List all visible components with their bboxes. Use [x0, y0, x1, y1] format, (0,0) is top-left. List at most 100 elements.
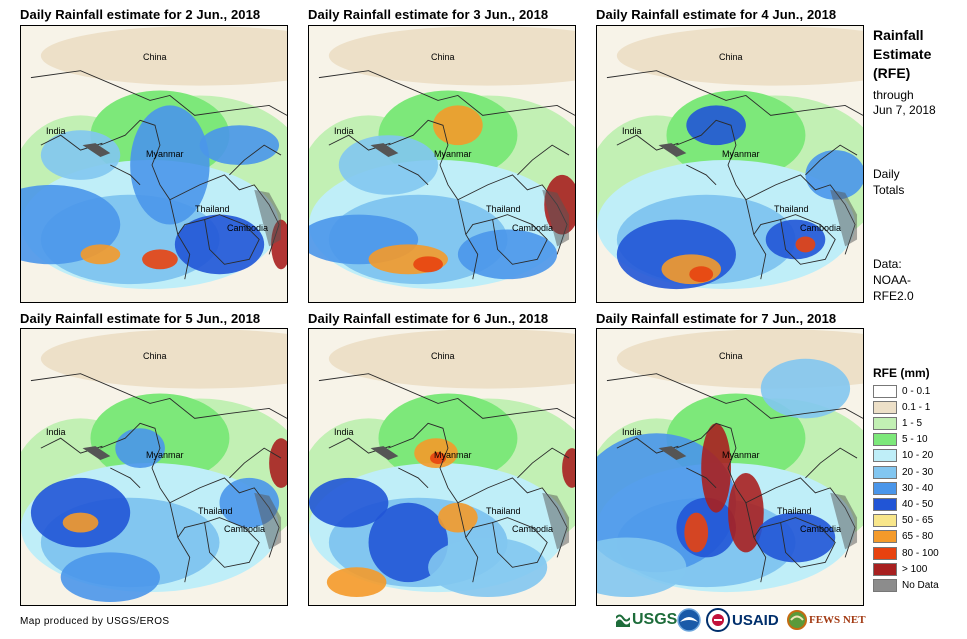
label-thailand: Thailand: [486, 204, 521, 214]
rainfall-field: [309, 26, 575, 302]
legend-label: 20 - 30: [902, 466, 934, 478]
legend-label: 50 - 65: [902, 515, 934, 527]
label-china: China: [143, 351, 167, 361]
legend-label: 1 - 5: [902, 417, 923, 429]
side-title-line3: (RFE): [873, 65, 911, 81]
legend-swatch: [873, 530, 897, 544]
legend-item: 30 - 40: [873, 480, 933, 496]
label-india: India: [46, 126, 66, 136]
label-india: India: [622, 427, 642, 437]
legend-swatch: [873, 514, 897, 528]
panel-title-jun2: Daily Rainfall estimate for 2 Jun., 2018: [20, 7, 261, 22]
rainfall-field: [21, 26, 287, 302]
legend-label: 0.1 - 1: [902, 401, 931, 413]
label-thailand: Thailand: [486, 506, 521, 516]
usgs-logo: USGS: [615, 607, 678, 633]
label-thailand: Thailand: [195, 204, 230, 214]
legend-swatch: [873, 384, 897, 398]
legend-label: 10 - 20: [902, 450, 934, 462]
legend-label: 80 - 100: [902, 547, 939, 559]
legend-label: > 100: [902, 563, 928, 575]
legend-swatch: [873, 497, 897, 511]
legend-title: RFE (mm): [873, 366, 930, 380]
legend-label: 0 - 0.1: [902, 385, 931, 397]
legend-item: 80 - 100: [873, 545, 939, 561]
rainfall-field: [309, 329, 575, 605]
noaa-logo-icon: [677, 607, 701, 633]
rainfall-map-jun4: China India Myanmar Thailand Cambodia: [596, 25, 864, 303]
legend-item: 65 - 80: [873, 529, 933, 545]
side-title-line2: Estimate: [873, 46, 932, 62]
legend-label: 65 - 80: [902, 531, 934, 543]
legend-item: No Data: [873, 577, 939, 593]
panel-title-jun5: Daily Rainfall estimate for 5 Jun., 2018: [20, 311, 261, 326]
no-data-patch: [254, 189, 282, 247]
footer-credit: Map produced by USGS/EROS: [20, 616, 170, 627]
label-india: India: [622, 126, 642, 136]
no-data-patch: [370, 143, 399, 158]
legend-swatch: [873, 546, 897, 560]
label-myanmar: Myanmar: [146, 149, 184, 159]
country-borders: [30, 70, 287, 280]
legend-swatch: [873, 465, 897, 479]
rainfall-map-jun2: China India Myanmar Thailand Cambodia: [20, 25, 288, 303]
legend-item: 0.1 - 1: [873, 399, 930, 415]
label-myanmar: Myanmar: [722, 450, 760, 460]
rainfall-field: [597, 329, 863, 605]
label-myanmar: Myanmar: [146, 450, 184, 460]
usaid-logo-text: USAID: [732, 611, 779, 629]
no-data-patch: [254, 492, 282, 550]
side-title-line1: Rainfall: [873, 27, 924, 43]
legend-item: 1 - 5: [873, 415, 922, 431]
label-cambodia: Cambodia: [800, 223, 842, 233]
fewsnet-logo-text: FEWS NET: [809, 614, 866, 626]
legend-item: 5 - 10: [873, 432, 928, 448]
label-china: China: [143, 52, 167, 62]
no-data-patch: [830, 189, 858, 247]
legend-swatch: [873, 578, 897, 592]
through-date: Jun 7, 2018: [873, 103, 936, 117]
country-borders: [30, 373, 287, 583]
label-cambodia: Cambodia: [224, 524, 266, 534]
label-cambodia: Cambodia: [512, 524, 554, 534]
totals-label: Totals: [873, 183, 905, 197]
daily-label: Daily: [873, 167, 900, 181]
legend-item: 20 - 30: [873, 464, 933, 480]
data-source-line2: RFE2.0: [873, 289, 914, 303]
legend-swatch: [873, 400, 897, 414]
panel-title-jun6: Daily Rainfall estimate for 6 Jun., 2018: [308, 311, 549, 326]
fewsnet-logo: FEWS NET: [787, 607, 866, 633]
legend-item: 40 - 50: [873, 496, 933, 512]
panel-title-jun4: Daily Rainfall estimate for 4 Jun., 2018: [596, 7, 837, 22]
no-data-patch: [82, 143, 111, 158]
label-thailand: Thailand: [777, 506, 812, 516]
panel-title-jun7: Daily Rainfall estimate for 7 Jun., 2018: [596, 311, 837, 326]
label-india: India: [46, 427, 66, 437]
data-label: Data:: [873, 257, 902, 271]
label-myanmar: Myanmar: [434, 450, 472, 460]
fewsnet-globe-icon: [787, 610, 807, 630]
no-data-patch: [658, 446, 687, 461]
legend-item: 10 - 20: [873, 448, 933, 464]
usgs-logo-text: USGS: [632, 611, 678, 628]
no-data-patch: [370, 446, 399, 461]
rainfall-map-jun7: China India Myanmar Thailand Cambodia: [596, 328, 864, 606]
no-data-patch: [830, 492, 858, 550]
label-thailand: Thailand: [774, 204, 809, 214]
side-title: Rainfall Estimate (RFE): [873, 26, 931, 83]
no-data-patch: [82, 446, 111, 461]
rainfall-map-jun3: China India Myanmar Thailand Cambodia: [308, 25, 576, 303]
label-china: China: [719, 52, 743, 62]
legend-swatch: [873, 449, 897, 463]
label-china: China: [431, 52, 455, 62]
legend-item: 50 - 65: [873, 513, 933, 529]
label-india: India: [334, 427, 354, 437]
usgs-wave-icon: [615, 613, 631, 627]
rainfall-field: [21, 329, 287, 605]
legend-label: 40 - 50: [902, 498, 934, 510]
data-source-line1: NOAA-: [873, 273, 912, 287]
legend-swatch: [873, 433, 897, 447]
label-thailand: Thailand: [198, 506, 233, 516]
through-label: through: [873, 88, 914, 102]
no-data-patch: [658, 143, 687, 158]
